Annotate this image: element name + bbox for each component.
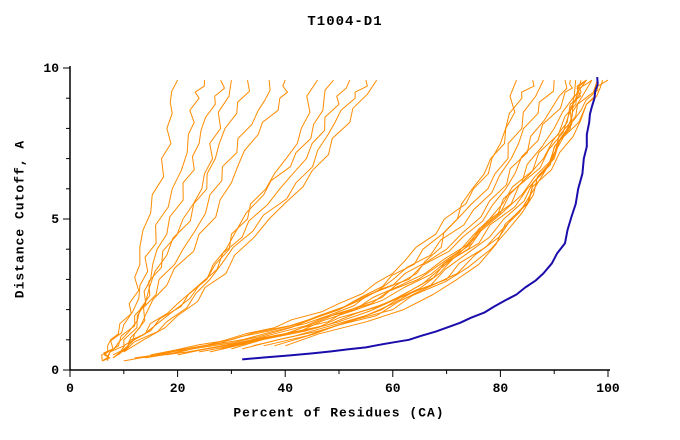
model-curve bbox=[107, 80, 250, 359]
x-tick-label: 40 bbox=[277, 381, 293, 396]
model-curve bbox=[252, 79, 598, 347]
y-tick-label: 10 bbox=[43, 61, 59, 76]
model-curve bbox=[112, 79, 288, 359]
model-curve bbox=[150, 80, 555, 356]
model-curve bbox=[112, 80, 271, 359]
chart-title: T1004-D1 bbox=[307, 14, 383, 30]
x-tick-label: 20 bbox=[170, 381, 186, 396]
model-curve bbox=[285, 79, 609, 347]
x-tick-label: 100 bbox=[596, 381, 620, 396]
model-curve bbox=[123, 79, 378, 353]
x-tick-label: 80 bbox=[493, 381, 509, 396]
model-curve bbox=[123, 79, 368, 353]
model-curve bbox=[274, 79, 604, 347]
highlight-curve bbox=[242, 77, 599, 361]
model-curve bbox=[118, 79, 334, 356]
model-curve bbox=[117, 79, 351, 356]
y-axis-label: Distance Cutoff, A bbox=[12, 139, 28, 299]
model-curve bbox=[102, 79, 179, 362]
model-curve bbox=[199, 79, 587, 353]
x-tick-label: 60 bbox=[385, 381, 401, 396]
model-curve bbox=[166, 80, 573, 356]
model-curve bbox=[177, 80, 577, 356]
x-axis-label: Percent of Residues (CA) bbox=[233, 405, 445, 421]
y-tick-label: 5 bbox=[51, 212, 59, 227]
model-curve bbox=[209, 79, 587, 353]
model-curve bbox=[155, 79, 568, 356]
model-curve bbox=[107, 79, 225, 361]
model-curve bbox=[102, 80, 205, 362]
y-tick-label: 0 bbox=[51, 363, 59, 378]
model-curve bbox=[242, 79, 593, 350]
model-curve bbox=[220, 79, 593, 350]
model-curve bbox=[231, 79, 587, 350]
model-curve bbox=[123, 79, 517, 362]
model-curve bbox=[101, 80, 232, 361]
model-curve bbox=[134, 79, 535, 359]
x-tick-label: 0 bbox=[66, 381, 74, 396]
